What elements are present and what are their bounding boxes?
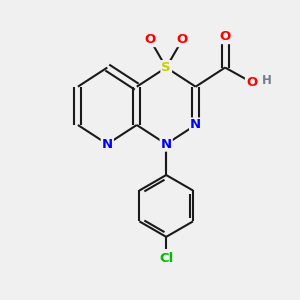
- Text: N: N: [102, 138, 113, 151]
- Text: O: O: [246, 76, 257, 89]
- Text: H: H: [262, 74, 272, 87]
- Text: O: O: [220, 30, 231, 43]
- Text: S: S: [161, 61, 171, 74]
- Text: O: O: [144, 33, 156, 46]
- Text: N: N: [190, 118, 201, 131]
- Text: N: N: [160, 138, 172, 151]
- Text: Cl: Cl: [159, 252, 173, 265]
- Text: O: O: [177, 33, 188, 46]
